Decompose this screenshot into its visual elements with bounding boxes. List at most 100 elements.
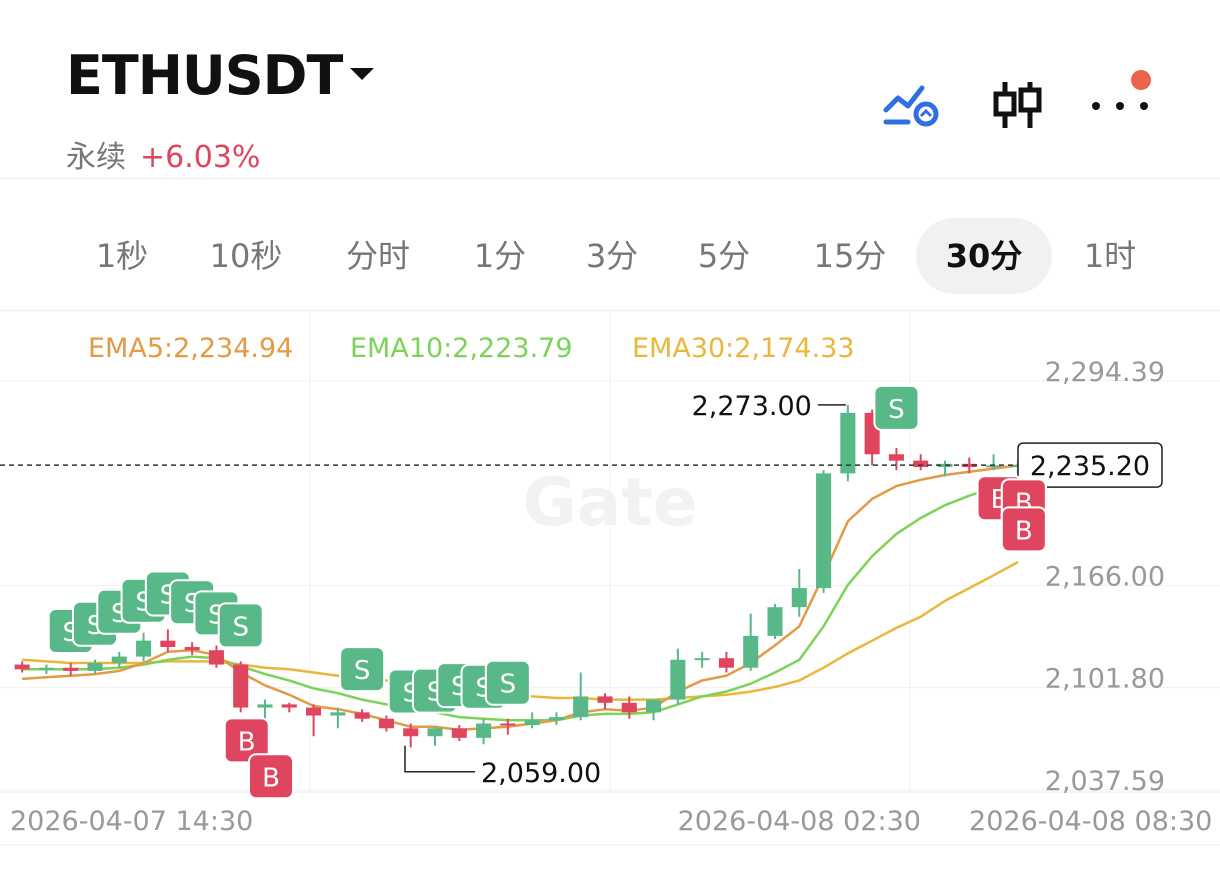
- header: ETHUSDT 永续 +6.03%: [0, 0, 1220, 178]
- marker-label: B: [262, 763, 280, 793]
- low-price-label: 2,059.00: [481, 758, 601, 789]
- candle-body: [524, 720, 540, 726]
- legend-item-1: EMA10:2,223.79: [350, 333, 573, 364]
- tab-15m[interactable]: 15分: [813, 237, 887, 275]
- tab-1m[interactable]: 1分: [473, 237, 527, 275]
- buy-marker-1: B: [248, 753, 294, 800]
- tab-30m[interactable]: 30分: [916, 218, 1052, 294]
- y-tick-label-2: 2,101.80: [1045, 664, 1165, 695]
- y-tick-label-0: 2,294.39: [1045, 357, 1165, 388]
- contract-type: 永续: [66, 140, 126, 175]
- x-tick-label-2: 2026-04-08 08:30: [969, 806, 1212, 837]
- candle-body: [816, 473, 832, 589]
- buy-marker-7: B: [1000, 506, 1047, 553]
- tab-1h[interactable]: 1时: [1083, 237, 1137, 275]
- marker-label: S: [232, 612, 249, 642]
- candle-body: [38, 667, 54, 670]
- candle-body: [621, 702, 637, 713]
- candlestick-chart[interactable]: Gate EMA5:2,234.94 EMA10:2,223.79 EMA30:2,1…: [0, 310, 1220, 895]
- candle-body: [718, 658, 734, 668]
- candle-body: [913, 460, 929, 468]
- candle-body: [87, 662, 103, 671]
- candle-body: [403, 728, 419, 737]
- x-tick-label-0: 2026-04-07 14:30: [10, 806, 253, 837]
- price-change: +6.03%: [140, 140, 261, 175]
- indicator-icon[interactable]: [882, 80, 942, 130]
- tab-1s[interactable]: 1秒: [95, 237, 149, 275]
- candle-body: [670, 659, 686, 700]
- chevron-down-icon[interactable]: [350, 68, 374, 80]
- x-tick-label-1: 2026-04-08 02:30: [678, 806, 921, 837]
- candle-body: [281, 704, 297, 708]
- candle-body: [208, 650, 224, 665]
- candle-body: [306, 707, 322, 716]
- subtitle: 永续 +6.03%: [66, 132, 260, 176]
- timeframe-tabs: 1秒 10秒 分时 1分 3分 5分 15分 30分 1时: [0, 178, 1220, 310]
- marker-badge: [873, 384, 920, 431]
- sell-marker-8: S: [339, 646, 386, 693]
- current-price-label: 2,235.20: [1030, 451, 1150, 482]
- candle-body: [743, 635, 759, 668]
- marker-badge: [223, 717, 270, 764]
- candle-body: [427, 728, 443, 737]
- ema10-line: [22, 482, 1019, 722]
- candle-body: [257, 704, 273, 708]
- buy-marker-0: B: [223, 717, 270, 764]
- marker-label: B: [238, 727, 256, 757]
- candle-body: [694, 658, 710, 661]
- candle-body: [646, 699, 662, 713]
- more-icon[interactable]: [1090, 80, 1150, 130]
- sell-marker-7: S: [217, 602, 264, 649]
- current-price-box: [1017, 442, 1163, 488]
- candle-body: [14, 664, 30, 670]
- candle-body: [791, 588, 807, 608]
- candle-body: [767, 607, 783, 636]
- candle-body: [184, 647, 200, 651]
- candle-body: [354, 712, 370, 719]
- candle-body: [136, 640, 152, 657]
- candle-body: [500, 723, 516, 726]
- sell-marker-13: S: [484, 659, 531, 706]
- candle-body: [597, 696, 613, 703]
- candle-body: [330, 712, 346, 716]
- tab-10s[interactable]: 10秒: [209, 237, 283, 275]
- ema5-line: [22, 464, 1019, 732]
- watermark-text: Gate: [522, 464, 697, 541]
- candle-body: [548, 717, 564, 721]
- tab-time-sharing[interactable]: 分时: [345, 237, 410, 275]
- candle-body: [888, 454, 904, 461]
- marker-label: S: [500, 670, 517, 700]
- sell-marker-14: S: [873, 384, 920, 431]
- candle-body: [160, 640, 176, 648]
- marker-label: S: [888, 395, 905, 425]
- candle-body: [573, 696, 589, 718]
- marker-label: S: [354, 656, 371, 686]
- candle-body: [451, 728, 467, 738]
- marker-badge: [339, 646, 386, 693]
- candlestick-icon[interactable]: [990, 80, 1050, 130]
- candle-body: [378, 718, 394, 729]
- candle-body: [476, 723, 492, 738]
- notification-dot: [1131, 70, 1151, 90]
- marker-badge: [248, 753, 294, 800]
- candle-body: [840, 412, 856, 474]
- candle-body: [111, 656, 127, 663]
- tab-3m[interactable]: 3分: [585, 237, 639, 275]
- tab-5m[interactable]: 5分: [697, 237, 751, 275]
- header-divider: [0, 178, 1220, 179]
- marker-badge: [217, 602, 264, 649]
- y-tick-label-3: 2,037.59: [1045, 766, 1165, 797]
- candle-body: [986, 465, 1002, 468]
- candle-body: [233, 664, 249, 708]
- y-tick-label-1: 2,166.00: [1045, 561, 1165, 592]
- high-price-label: 2,273.00: [692, 391, 812, 422]
- marker-label: B: [1015, 516, 1033, 546]
- marker-badge: [1000, 506, 1047, 553]
- legend-item-0: EMA5:2,234.94: [88, 333, 293, 364]
- candles: [14, 404, 1026, 748]
- symbol-title[interactable]: ETHUSDT: [66, 44, 343, 107]
- low-price-pointer: [404, 745, 475, 773]
- candle-body: [63, 667, 79, 671]
- candle-body: [961, 463, 977, 468]
- legend-item-2: EMA30:2,174.33: [632, 333, 855, 364]
